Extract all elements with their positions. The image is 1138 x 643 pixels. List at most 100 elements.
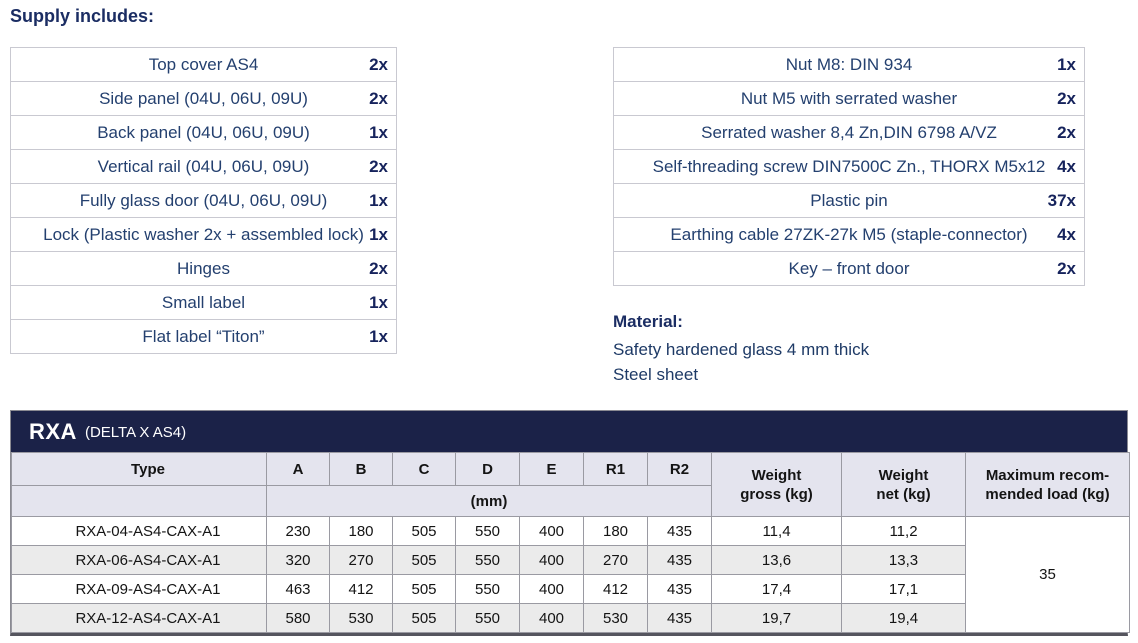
supply-item-label: Hinges: [177, 259, 230, 278]
supply-row: Earthing cable 27ZK-27k M5 (staple-conne…: [613, 217, 1085, 252]
supply-row: Top cover AS4 2x: [10, 47, 397, 82]
spec-header-dim-b: B: [329, 452, 393, 486]
supply-item-label: Fully glass door (04U, 06U, 09U): [79, 191, 328, 210]
spec-cell-type: RXA-09-AS4-CAX-A1: [11, 574, 267, 604]
supply-row: Nut M5 with serrated washer 2x: [613, 81, 1085, 116]
supply-item-qty: 1x: [369, 293, 388, 312]
spec-row: RXA-12-AS4-CAX-A1 580 530 505 550 400 530 435 19…: [11, 603, 1130, 633]
supply-row: Lock (Plastic washer 2x + assembled lock…: [10, 217, 397, 252]
spec-row: RXA-09-AS4-CAX-A1 463 412 505 550 400 412 435 17…: [11, 574, 1130, 604]
spec-cell-dim: 435: [647, 574, 712, 604]
supply-item-label: Plastic pin: [810, 191, 888, 210]
spec-cell-dim: 180: [329, 516, 393, 546]
spec-cell-weight-net: 11,2: [841, 516, 966, 546]
supply-item-label: Back panel (04U, 06U, 09U): [97, 123, 310, 142]
supply-item-label: Small label: [161, 293, 246, 312]
spec-title-bar: RXA (DELTA X AS4): [11, 411, 1127, 452]
spec-header-weight-net: Weight net (kg): [841, 452, 966, 517]
supply-item-qty: 2x: [1057, 123, 1076, 142]
spec-header-dim-r2: R2: [647, 452, 712, 486]
supply-item-qty: 1x: [369, 225, 388, 244]
spec-cell-dim: 435: [647, 516, 712, 546]
supply-item-qty: 2x: [369, 89, 388, 108]
spec-row: RXA-06-AS4-CAX-A1 320 270 505 550 400 270 435 13…: [11, 545, 1130, 575]
supply-item-qty: 2x: [369, 259, 388, 278]
spec-cell-type: RXA-12-AS4-CAX-A1: [11, 603, 267, 633]
spec-cell-dim: 530: [329, 603, 393, 633]
spec-cell-dim: 505: [392, 603, 456, 633]
spec-cell-dim: 400: [519, 516, 584, 546]
supply-row: Back panel (04U, 06U, 09U) 1x: [10, 115, 397, 150]
spec-series-subtitle: (DELTA X AS4): [84, 424, 187, 441]
supply-item-qty: 1x: [369, 191, 388, 210]
supply-item-qty: 2x: [1057, 89, 1076, 108]
spec-cell-weight-net: 13,3: [841, 545, 966, 575]
supply-item-qty: 1x: [1057, 55, 1076, 74]
supply-row: Plastic pin 37x: [613, 183, 1085, 218]
supply-item-qty: 1x: [369, 327, 388, 346]
supply-item-qty: 2x: [1057, 259, 1076, 278]
supply-row: Serrated washer 8,4 Zn,DIN 6798 A/VZ 2x: [613, 115, 1085, 150]
spec-cell-dim: 412: [329, 574, 393, 604]
spec-cell-dim: 435: [647, 545, 712, 575]
supply-item-qty: 2x: [369, 157, 388, 176]
supply-item-label: Self-threading screw DIN7500C Zn., THORX…: [652, 157, 1046, 176]
supply-item-label: Flat label “Titon”: [142, 327, 265, 346]
spec-cell-dim: 505: [392, 545, 456, 575]
spec-cell-dim: 505: [392, 516, 456, 546]
spec-header-weight-gross: Weight gross (kg): [711, 452, 842, 517]
supply-row: Key – front door 2x: [613, 251, 1085, 286]
spec-cell-dim: 550: [455, 545, 520, 575]
supply-item-qty: 4x: [1057, 225, 1076, 244]
spec-header-dim-a: A: [266, 452, 330, 486]
supply-item-label: Nut M5 with serrated washer: [740, 89, 958, 108]
supply-item-qty: 2x: [369, 55, 388, 74]
spec-header-dim-e: E: [519, 452, 584, 486]
spec-cell-weight-gross: 17,4: [711, 574, 842, 604]
spec-cell-dim: 400: [519, 603, 584, 633]
spec-header-dim-d: D: [455, 452, 520, 486]
supply-row: Fully glass door (04U, 06U, 09U) 1x: [10, 183, 397, 218]
supply-item-qty: 4x: [1057, 157, 1076, 176]
supply-item-qty: 1x: [369, 123, 388, 142]
supply-row: Nut M8: DIN 934 1x: [613, 47, 1085, 82]
supply-row: Flat label “Titon” 1x: [10, 319, 397, 354]
spec-cell-dim: 550: [455, 516, 520, 546]
spec-row: RXA-04-AS4-CAX-A1 230 180 505 550 400 180 435 11…: [11, 516, 1130, 633]
spec-header-empty-cell: [11, 485, 267, 517]
spec-header-dim-r1: R1: [583, 452, 648, 486]
spec-series-name: RXA: [29, 418, 77, 444]
supply-row: Self-threading screw DIN7500C Zn., THORX…: [613, 149, 1085, 184]
spec-cell-dim: 400: [519, 574, 584, 604]
supply-row: Vertical rail (04U, 06U, 09U) 2x: [10, 149, 397, 184]
supply-item-label: Top cover AS4: [148, 55, 259, 74]
spec-cell-type: RXA-06-AS4-CAX-A1: [11, 545, 267, 575]
spec-cell-max-load: 35: [965, 516, 1130, 633]
spec-cell-dim: 463: [266, 574, 330, 604]
spec-cell-dim: 400: [519, 545, 584, 575]
material-section: Material: Safety hardened glass 4 mm thi…: [613, 312, 869, 387]
spec-cell-dim: 270: [329, 545, 393, 575]
material-line-glass: Safety hardened glass 4 mm thick: [613, 340, 870, 359]
spec-cell-dim: 530: [583, 603, 648, 633]
supply-table-left: Top cover AS4 2x Side panel (04U, 06U, 09U…: [10, 47, 397, 354]
spec-cell-type: RXA-04-AS4-CAX-A1: [11, 516, 267, 546]
supply-row: Small label 1x: [10, 285, 397, 320]
spec-cell-dim: 180: [583, 516, 648, 546]
spec-cell-weight-gross: 13,6: [711, 545, 842, 575]
spec-cell-weight-net: 19,4: [841, 603, 966, 633]
spec-cell-dim: 412: [583, 574, 648, 604]
spec-cell-dim: 580: [266, 603, 330, 633]
supply-row: Side panel (04U, 06U, 09U) 2x: [10, 81, 397, 116]
spec-table-body: RXA-04-AS4-CAX-A1 230 180 505 550 400 180 435 11…: [11, 516, 1130, 633]
supply-includes-heading: Supply includes:: [10, 6, 155, 26]
spec-header-type: Type: [11, 452, 267, 486]
spec-table-head: Type A B C D E R1 R2 Weight gross (kg) Weight n…: [11, 452, 1130, 517]
supply-item-label: Key – front door: [788, 259, 910, 278]
spec-header-dim-c: C: [392, 452, 456, 486]
spec-cell-weight-gross: 19,7: [711, 603, 842, 633]
spec-unit-header: (mm): [266, 485, 712, 517]
spec-cell-dim: 550: [455, 603, 520, 633]
spec-table: Type A B C D E R1 R2 Weight gross (kg) Weight n…: [11, 452, 1130, 633]
